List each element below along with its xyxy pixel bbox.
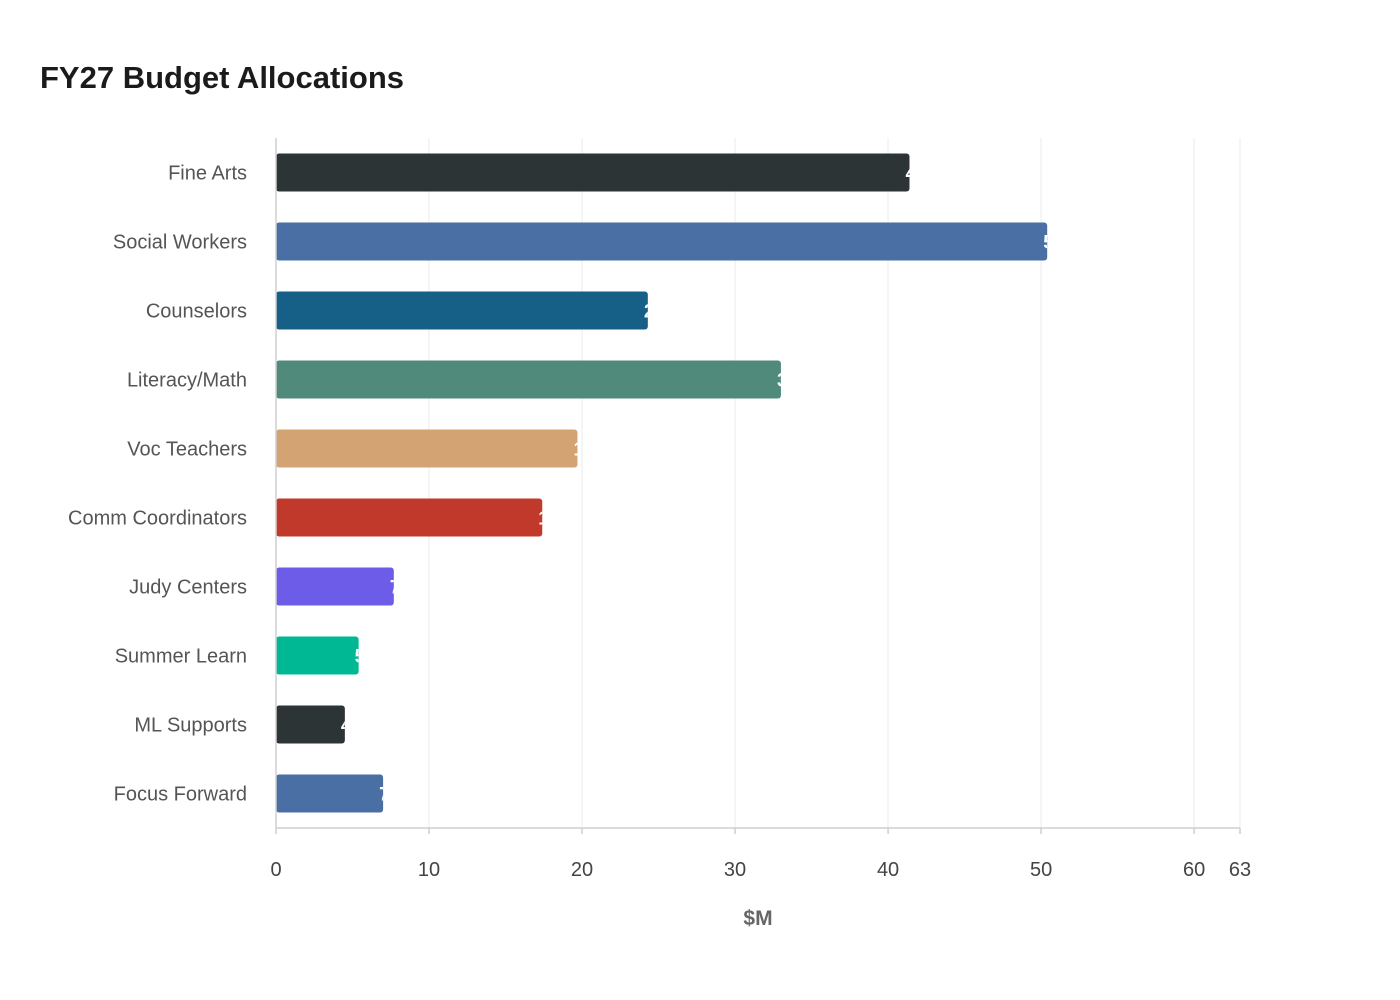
category-label: Focus Forward <box>114 784 247 806</box>
x-tick-label: 60 <box>1183 859 1205 881</box>
category-labels: Fine Arts Social Workers Counselors Literac… <box>68 163 247 806</box>
value-label: 50.4 <box>1043 233 1080 254</box>
category-label: Summer Learn <box>115 646 247 668</box>
chart-title: FY27 Budget Allocations <box>40 60 405 95</box>
bar <box>276 429 578 468</box>
category-label: Judy Centers <box>129 577 247 599</box>
bar <box>276 360 781 399</box>
x-tick-label: 0 <box>270 859 281 881</box>
value-label: 7 <box>379 785 390 806</box>
bar <box>276 153 910 192</box>
value-labels: 41.4 50.4 24.3 33 19.7 17.4 7.7 5.4 4.5 7 <box>341 164 1080 806</box>
x-axis-title: $M <box>743 907 772 930</box>
value-label: 7.7 <box>390 578 416 599</box>
category-label: Voc Teachers <box>127 439 247 461</box>
bars <box>276 153 1048 813</box>
value-label: 33 <box>777 371 798 392</box>
bar <box>276 291 648 330</box>
value-label: 5.4 <box>355 647 382 668</box>
value-label: 4.5 <box>341 716 368 737</box>
x-axis: 0 10 20 30 40 50 60 63 <box>270 138 1251 881</box>
bar <box>276 636 359 675</box>
x-tick-label: 20 <box>571 859 593 881</box>
x-tick-label: 63 <box>1229 859 1251 881</box>
category-label: Social Workers <box>113 232 247 254</box>
value-label: 24.3 <box>644 302 681 323</box>
value-label: 41.4 <box>905 164 942 185</box>
x-tick-label: 50 <box>1030 859 1052 881</box>
bar <box>276 705 345 744</box>
category-label: Fine Arts <box>168 163 247 185</box>
bar <box>276 774 384 813</box>
category-label: Counselors <box>146 301 247 323</box>
x-tick-label: 30 <box>724 859 746 881</box>
x-tick-label: 10 <box>418 859 440 881</box>
category-label: Comm Coordinators <box>68 508 247 530</box>
value-label: 17.4 <box>538 509 575 530</box>
x-tick-label: 40 <box>877 859 899 881</box>
category-label: Literacy/Math <box>127 370 247 392</box>
bar <box>276 222 1048 261</box>
value-label: 19.7 <box>573 440 610 461</box>
bar <box>276 498 543 537</box>
category-label: ML Supports <box>134 715 247 737</box>
bar <box>276 567 394 606</box>
